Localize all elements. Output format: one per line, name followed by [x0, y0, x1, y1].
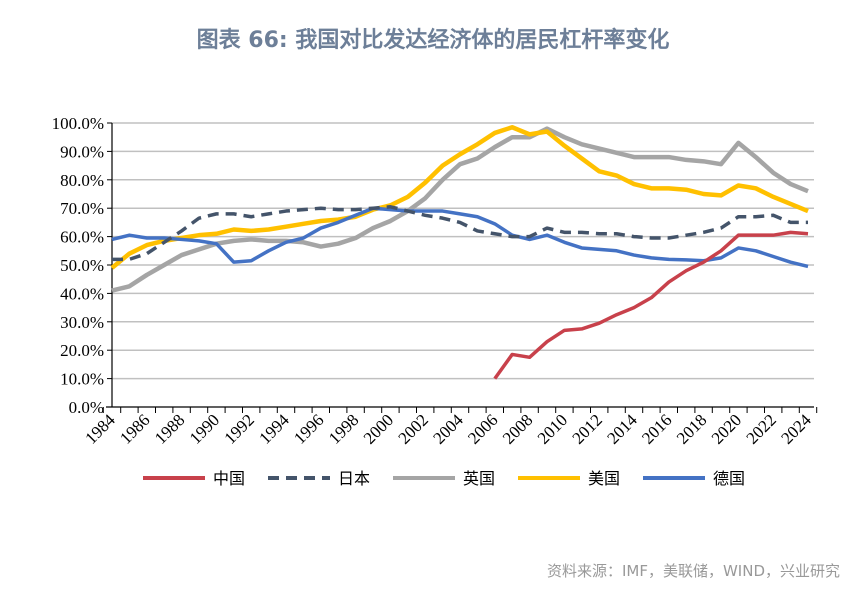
y-tick-label: 30.0% — [60, 313, 104, 332]
legend-label: 美国 — [588, 469, 620, 488]
y-tick-label: 90.0% — [60, 142, 104, 161]
x-tick-label: 1994 — [255, 410, 293, 448]
series-line-3 — [110, 125, 809, 270]
x-tick-label: 2018 — [673, 410, 710, 447]
x-tick-label: 1992 — [221, 410, 258, 447]
y-tick-label: 50.0% — [60, 256, 104, 275]
x-tick-label: 1996 — [290, 410, 327, 447]
y-tick-label: 40.0% — [60, 284, 104, 303]
legend-label: 中国 — [213, 469, 245, 488]
source-note: 资料来源：IMF，美联储，WIND，兴业研究 — [546, 562, 840, 580]
x-tick-label: 2008 — [499, 410, 536, 447]
x-tick-label: 2006 — [464, 410, 501, 447]
series-line-1 — [112, 205, 808, 262]
y-tick-label: 10.0% — [60, 370, 104, 389]
series-line-2 — [111, 126, 809, 293]
x-tick-label: 1986 — [116, 410, 153, 447]
series-line-4 — [111, 206, 809, 269]
chart-title: 图表 66: 我国对比发达经济体的居民杠杆率变化 — [196, 28, 670, 53]
x-tick-label: 1990 — [186, 410, 223, 447]
x-tick-label: 1998 — [325, 410, 362, 447]
legend-label: 英国 — [463, 469, 495, 488]
y-tick-label: 0.0% — [69, 398, 104, 417]
x-tick-label: 2004 — [429, 410, 467, 448]
x-tick-label: 2002 — [395, 410, 432, 447]
x-tick-label: 2022 — [743, 410, 780, 447]
y-tick-label: 100.0% — [52, 114, 104, 133]
series-line-0 — [493, 230, 809, 380]
y-tick-label: 80.0% — [60, 171, 104, 190]
x-tick-label: 2014 — [603, 410, 641, 448]
y-tick-label: 60.0% — [60, 228, 104, 247]
legend-label: 德国 — [713, 469, 745, 488]
y-tick-label: 70.0% — [60, 199, 104, 218]
x-tick-label: 2020 — [708, 410, 745, 447]
x-tick-label: 2024 — [777, 410, 815, 448]
x-tick-label: 2012 — [569, 410, 606, 447]
y-tick-label: 20.0% — [60, 341, 104, 360]
x-tick-label: 2016 — [638, 410, 675, 447]
x-tick-label: 1988 — [151, 410, 188, 447]
legend-label: 日本 — [338, 469, 370, 488]
x-tick-label: 2000 — [360, 410, 397, 447]
x-tick-label: 2010 — [534, 410, 571, 447]
